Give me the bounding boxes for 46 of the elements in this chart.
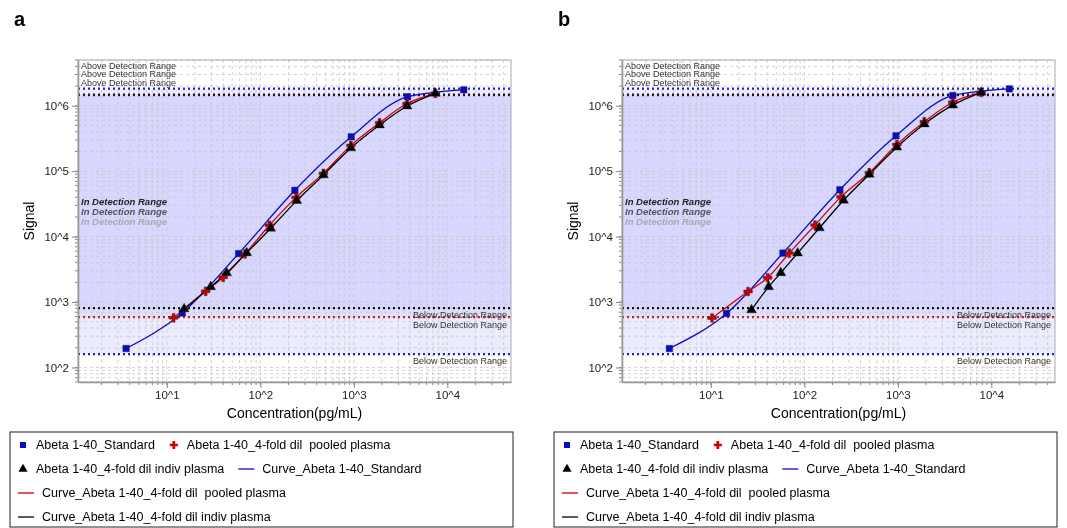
ref-line-label: Below Detection Range	[956, 310, 1051, 321]
ref-line-label: Below Detection Range	[412, 310, 507, 321]
y-tick-label: 10^2	[44, 361, 69, 374]
ref-line-label: Above Detection Range	[81, 60, 177, 71]
legend-label: Abeta 1-40_4-fold dil pooled plasma	[730, 438, 935, 453]
legend-label: Curve_Abeta 1-40_4-fold dil indiv plasma	[586, 510, 815, 525]
ref-line-label: Below Detection Range	[412, 356, 507, 367]
x-tick-label: 10^1	[699, 389, 724, 402]
ref-line-label: Below Detection Range	[412, 319, 507, 330]
x-tick-label: 10^3	[342, 389, 367, 402]
chart-title: b	[558, 8, 571, 30]
y-axis-title: Signal	[565, 201, 581, 241]
chart-title: a	[14, 8, 26, 30]
y-tick-label: 10^4	[588, 230, 614, 243]
legend-label: Curve_Abeta 1-40_Standard	[806, 462, 966, 477]
legend-label: Abeta 1-40_4-fold dil indiv plasma	[580, 462, 769, 477]
legend-label: Curve_Abeta 1-40_4-fold dil indiv plasma	[42, 510, 271, 525]
legend-label: Abeta 1-40_4-fold dil indiv plasma	[36, 462, 225, 477]
legend-label: Abeta 1-40_Standard	[36, 438, 155, 453]
ref-line-label: Below Detection Range	[956, 319, 1051, 330]
legend-label: Curve_Abeta 1-40_4-fold dil pooled plasma	[42, 486, 286, 501]
y-tick-label: 10^6	[588, 99, 613, 112]
y-tick-label: 10^2	[588, 361, 613, 374]
x-tick-label: 10^2	[792, 389, 818, 402]
x-tick-label: 10^1	[155, 389, 180, 402]
legend-label: Curve_Abeta 1-40_Standard	[262, 462, 422, 477]
legend-label: Curve_Abeta 1-40_4-fold dil pooled plasma	[586, 486, 830, 501]
x-axis-title: Concentration(pg/mL)	[770, 405, 907, 421]
x-tick-label: 10^4	[435, 389, 461, 402]
legend-label: Abeta 1-40_4-fold dil pooled plasma	[186, 438, 391, 453]
y-tick-label: 10^3	[588, 296, 613, 309]
y-tick-label: 10^5	[588, 165, 613, 178]
y-tick-label: 10^6	[44, 99, 69, 112]
x-tick-label: 10^3	[886, 389, 911, 402]
y-tick-label: 10^5	[44, 165, 69, 178]
ref-line-label: Above Detection Range	[625, 60, 721, 71]
band-label: In Detection Range	[81, 195, 168, 207]
y-tick-label: 10^4	[44, 230, 70, 243]
ref-line-label: Below Detection Range	[956, 356, 1051, 367]
band-label: In Detection Range	[625, 195, 712, 207]
x-tick-label: 10^4	[979, 389, 1005, 402]
y-axis-title: Signal	[21, 201, 37, 241]
x-tick-label: 10^2	[248, 389, 274, 402]
x-axis-title: Concentration(pg/mL)	[226, 405, 363, 421]
legend-label: Abeta 1-40_Standard	[580, 438, 699, 453]
y-tick-label: 10^3	[44, 296, 69, 309]
